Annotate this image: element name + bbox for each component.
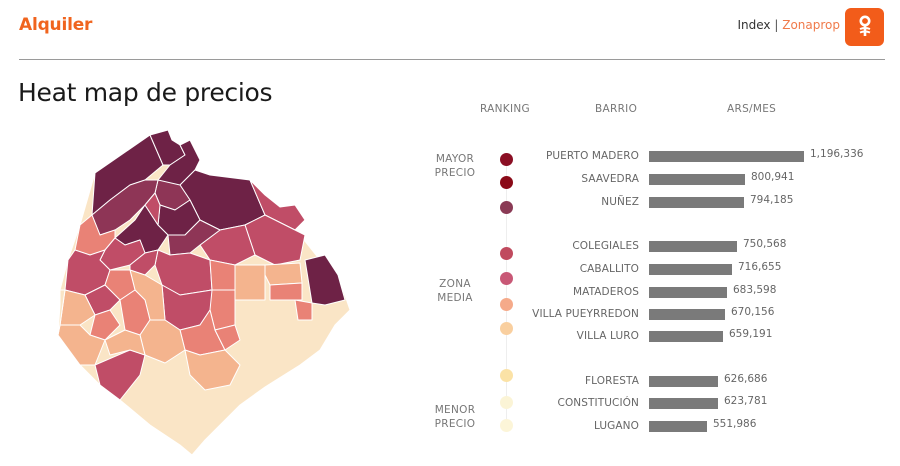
bar-label: MATADEROS — [572, 286, 639, 298]
brand-title: Alquiler — [19, 15, 93, 35]
ranking-dot — [500, 272, 513, 285]
bar-label: VILLA PUEYRREDON — [532, 308, 639, 320]
bar-label: NUÑEZ — [601, 196, 639, 208]
ranking-dot — [500, 247, 513, 260]
group-label-low-line2: PRECIO — [434, 418, 476, 430]
bar-label: VILLA LURO — [576, 330, 639, 342]
ranking-dot — [500, 176, 513, 189]
ranking-dot — [500, 298, 513, 311]
bar-value: 794,185 — [750, 194, 794, 206]
heat-map — [57, 129, 351, 456]
bar — [649, 309, 725, 320]
bar — [649, 376, 718, 387]
bar-value: 716,655 — [738, 261, 782, 273]
separator: | — [774, 18, 779, 32]
ranking-line — [506, 158, 507, 428]
ranking-dot — [500, 396, 513, 409]
bar — [649, 287, 727, 298]
bar — [649, 264, 732, 275]
group-label-high-line2: PRECIO — [434, 167, 476, 179]
group-label-mid-line2: MEDIA — [437, 292, 473, 304]
column-header-ranking: RANKING — [480, 103, 530, 115]
bar — [649, 398, 718, 409]
column-header-barrio: BARRIO — [595, 103, 638, 115]
bar — [649, 197, 744, 208]
group-label-high-line1: MAYOR — [435, 153, 475, 165]
bar-label: SAAVEDRA — [581, 173, 639, 185]
bar-value: 626,686 — [724, 373, 768, 385]
ranking-dot — [500, 419, 513, 432]
bar-label: PUERTO MADERO — [545, 150, 639, 162]
group-label-mid: ZONA MEDIA — [425, 277, 485, 305]
ranking-dot — [500, 153, 513, 166]
group-label-mid-line1: ZONA — [439, 278, 471, 290]
bar-label: CABALLITO — [579, 263, 639, 275]
bar-value: 800,941 — [751, 171, 795, 183]
index-label: Index — [737, 18, 771, 32]
header-source: Index | Zonaprop — [737, 18, 840, 32]
bar-value: 1,196,336 — [810, 148, 864, 160]
page-title: Heat map de precios — [18, 78, 273, 107]
bar-label: CONSTITUCIÓN — [557, 397, 639, 409]
bar-label: COLEGIALES — [572, 240, 639, 252]
header-divider — [19, 59, 885, 60]
bar-value: 670,156 — [731, 306, 775, 318]
bar — [649, 151, 804, 162]
bar-value: 659,191 — [729, 328, 773, 340]
bar-value: 623,781 — [724, 395, 768, 407]
zonaprop-key-logo-icon[interactable] — [845, 8, 884, 46]
column-header-price: ARS/MES — [727, 103, 777, 115]
ranking-dot — [500, 369, 513, 382]
ranking-dot — [500, 322, 513, 335]
group-label-low-line1: MENOR — [434, 404, 476, 416]
bar — [649, 421, 707, 432]
bar — [649, 241, 737, 252]
bar-value: 551,986 — [713, 418, 757, 430]
ranking-dot — [500, 201, 513, 214]
bar-value: 683,598 — [733, 284, 777, 296]
group-label-high: MAYOR PRECIO — [425, 152, 485, 180]
bar-label: LUGANO — [593, 420, 639, 432]
bar-label: FLORESTA — [585, 375, 639, 387]
source-link[interactable]: Zonaprop — [782, 18, 840, 32]
bar — [649, 331, 723, 342]
group-label-low: MENOR PRECIO — [425, 403, 485, 431]
bar — [649, 174, 745, 185]
bar-value: 750,568 — [743, 238, 787, 250]
